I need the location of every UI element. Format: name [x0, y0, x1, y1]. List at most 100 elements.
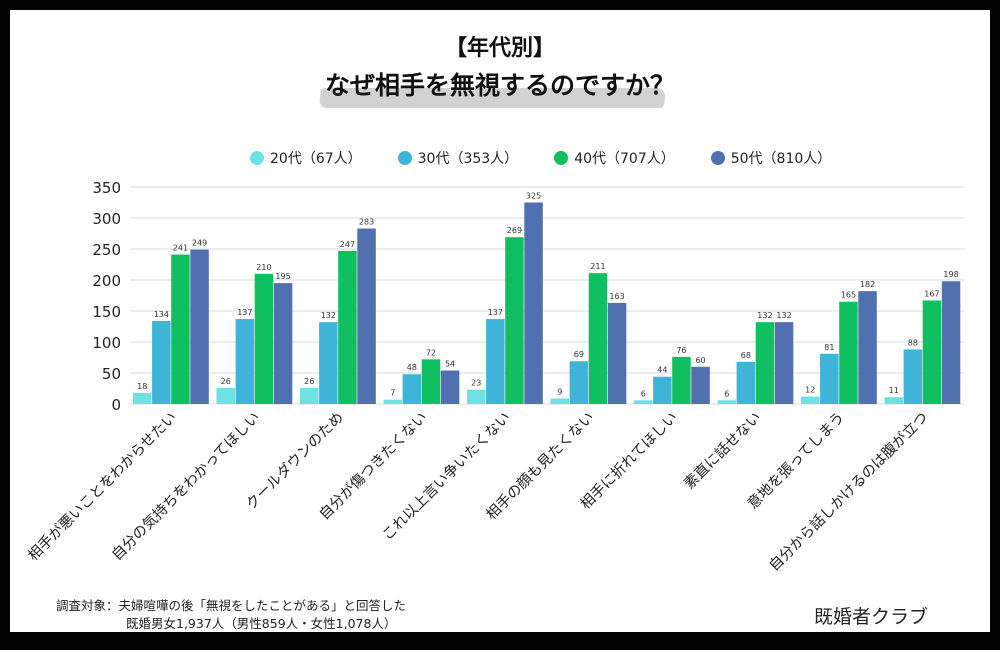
footnote-line1: 調査対象：夫婦喧嘩の後「無視をしたことがある」と回答した: [56, 598, 407, 613]
legend-swatch: [397, 151, 412, 165]
data-label: 132: [776, 311, 791, 320]
data-label: 211: [590, 262, 605, 271]
legend-label: 30代（353人）: [417, 151, 519, 167]
data-label: 69: [574, 350, 584, 359]
data-label: 60: [695, 356, 705, 365]
y-tick-label: 100: [92, 334, 121, 352]
data-label: 76: [676, 346, 686, 355]
legend-item: 50代（810人）: [710, 148, 832, 168]
data-label: 163: [609, 292, 624, 301]
data-label: 137: [488, 308, 503, 317]
data-label: 132: [321, 311, 336, 320]
x-tick-label: 素直に話せない: [681, 409, 765, 493]
bar: [755, 322, 775, 404]
bar: [858, 291, 877, 404]
legend: 20代（67人） 30代（353人） 40代（707人） 50代（810人）: [250, 148, 831, 168]
data-label: 269: [507, 226, 522, 235]
data-label: 81: [824, 343, 834, 352]
legend-swatch: [250, 151, 264, 165]
legend-swatch: [554, 151, 569, 165]
data-label: 283: [359, 218, 374, 227]
footnote-line2: 既婚男女1,937人（男性859人・女性1,078人）: [126, 616, 397, 631]
bar: [884, 397, 903, 404]
bar: [440, 370, 460, 404]
bar: [588, 273, 608, 404]
data-label: 26: [221, 377, 231, 386]
data-label: 7: [390, 389, 395, 398]
data-label: 44: [657, 366, 667, 375]
bar: [421, 359, 441, 404]
legend-label: 50代（810人）: [730, 151, 832, 167]
bar: [691, 366, 710, 404]
bar: [319, 322, 338, 404]
footnote: 調査対象：夫婦喧嘩の後「無視をしたことがある」と回答した 既婚男女1,937人（…: [56, 597, 406, 633]
bar: [300, 387, 319, 404]
data-label: 241: [173, 244, 188, 253]
bar: [717, 400, 736, 404]
legend-label: 40代（707人）: [574, 151, 675, 167]
brand-logo: 既婚者クラブ: [813, 606, 928, 628]
bar: [941, 281, 961, 404]
data-label: 137: [237, 308, 252, 317]
x-tick-label: 相手が悪いことをわからせたい: [25, 409, 180, 564]
data-label: 210: [256, 263, 271, 272]
data-label: 195: [275, 272, 290, 281]
bar: [569, 361, 589, 404]
chart-subtitle: なぜ相手を無視するのですか？: [324, 71, 675, 100]
legend-label: 20代（67人）: [270, 151, 362, 167]
x-tick-label: これ以上言い争いたくない: [378, 408, 514, 544]
y-tick-label: 350: [92, 179, 121, 197]
data-label: 132: [757, 311, 772, 320]
bar: [820, 353, 839, 404]
bar: [273, 283, 293, 404]
data-label: 198: [943, 270, 958, 279]
x-tick-label: 自分の気持ちをわかってほしい: [108, 409, 263, 564]
y-tick-label: 250: [92, 241, 121, 259]
legend-item: 20代（67人）: [250, 148, 362, 168]
data-label: 6: [641, 389, 646, 398]
y-tick-label: 50: [102, 365, 121, 383]
bar: [839, 301, 858, 404]
bar: [736, 361, 756, 404]
bar: [254, 273, 274, 404]
bar: [357, 228, 376, 404]
data-label: 11: [889, 386, 899, 395]
bar: [486, 319, 505, 404]
data-label: 54: [445, 360, 455, 369]
legend-item: 30代（353人）: [397, 148, 519, 168]
bar: [152, 320, 171, 404]
bar: [190, 249, 209, 404]
legend-item: 40代（707人）: [554, 148, 675, 168]
data-label: 88: [908, 338, 918, 347]
bar: [171, 254, 190, 404]
data-label: 26: [304, 377, 314, 386]
data-label: 165: [841, 291, 856, 300]
data-label: 325: [526, 192, 541, 201]
data-label: 12: [805, 386, 815, 395]
bar: [903, 349, 923, 404]
y-tick-label: 150: [92, 303, 121, 321]
data-label: 9: [557, 387, 562, 396]
data-label: 6: [724, 389, 729, 398]
x-tick-label: 自分から話しかけるのは腹が立つ: [766, 409, 932, 575]
bar: [505, 237, 524, 404]
data-label: 249: [192, 239, 207, 248]
y-tick-label: 0: [111, 396, 121, 414]
bar: [607, 302, 627, 404]
bar: [801, 396, 820, 404]
bar: [338, 250, 357, 404]
bar: [550, 398, 569, 404]
data-label: 23: [471, 379, 481, 388]
bar: [467, 389, 486, 404]
chart-title: 【年代別】: [444, 36, 555, 61]
bar: [653, 376, 672, 404]
bar: [634, 400, 653, 404]
bar: [672, 356, 691, 404]
data-label: 134: [154, 310, 169, 319]
legend-swatch: [710, 151, 725, 165]
data-label: 167: [924, 289, 939, 298]
bar: [133, 392, 152, 404]
bar: [922, 300, 942, 404]
data-label: 48: [407, 363, 417, 372]
